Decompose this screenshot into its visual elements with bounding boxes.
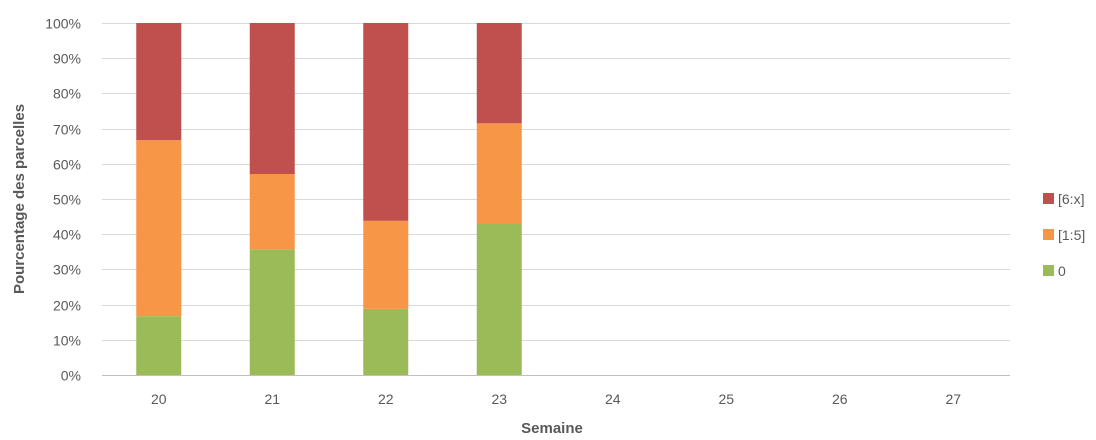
- y-tick-label: 40%: [53, 227, 81, 243]
- bar-segment: [136, 23, 182, 141]
- x-tick-label: 21: [264, 391, 280, 407]
- bar-segment: [249, 23, 295, 175]
- axes: 0% 10% 20% 30% 40% 50% 60% 70% 80% 90% 100% 20 21 22 2…: [45, 16, 961, 408]
- x-axis-title: Semaine: [521, 420, 583, 437]
- legend-swatch: [1043, 229, 1054, 240]
- x-tick-label: 24: [605, 391, 621, 407]
- bar-segment: [249, 249, 295, 375]
- bar-segment: [363, 308, 409, 375]
- bar-segment: [363, 23, 409, 221]
- legend-swatch: [1043, 193, 1054, 204]
- bars: [136, 23, 522, 375]
- y-tick-label: 30%: [53, 262, 81, 278]
- x-tick-label: 23: [491, 391, 507, 407]
- legend-label: [1:5]: [1058, 227, 1085, 243]
- y-tick-label: 80%: [53, 86, 81, 102]
- bar-segment: [476, 223, 522, 375]
- y-axis-title: Pourcentage des parcelles: [11, 104, 28, 294]
- y-tick-label: 60%: [53, 157, 81, 173]
- y-tick-label: 10%: [53, 333, 81, 349]
- y-tick-label: 70%: [53, 122, 81, 138]
- y-tick-label: 0%: [61, 368, 81, 384]
- y-tick-label: 50%: [53, 192, 81, 208]
- bar-segment: [136, 140, 182, 317]
- y-tick-label: 90%: [53, 51, 81, 67]
- bar-segment: [249, 174, 295, 250]
- y-tick-label: 20%: [53, 298, 81, 314]
- legend-swatch: [1043, 265, 1054, 276]
- legend: [6:x] [1:5] 0: [1043, 191, 1085, 279]
- x-tick-label: 26: [832, 391, 848, 407]
- gridlines: [102, 23, 1010, 376]
- x-tick-label: 20: [151, 391, 167, 407]
- bar-segment: [136, 316, 182, 375]
- bar-segment: [363, 220, 409, 309]
- x-tick-label: 25: [718, 391, 734, 407]
- legend-label: 0: [1058, 263, 1066, 279]
- bar-segment: [476, 23, 522, 124]
- x-tick-label: 27: [945, 391, 961, 407]
- x-tick-label: 22: [378, 391, 394, 407]
- y-tick-label: 100%: [45, 16, 81, 32]
- legend-label: [6:x]: [1058, 191, 1084, 207]
- bar-segment: [476, 123, 522, 224]
